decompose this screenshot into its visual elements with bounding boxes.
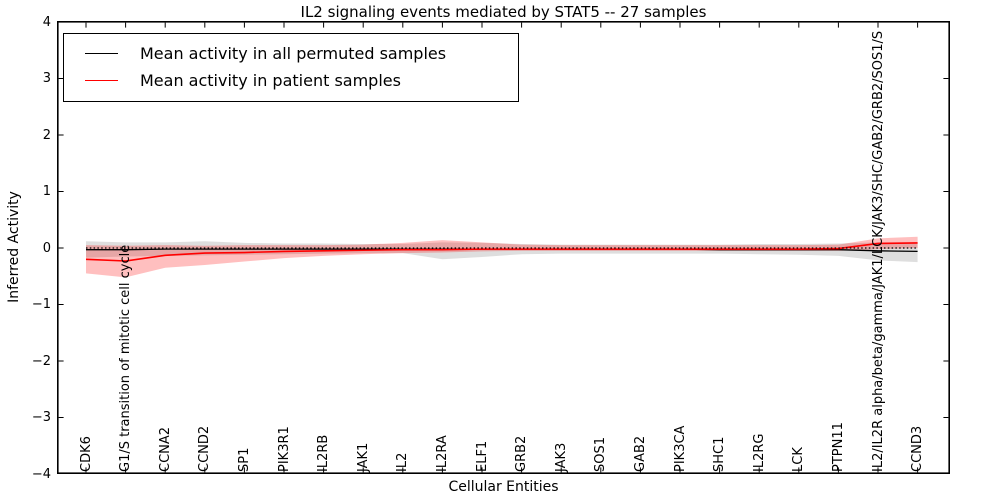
x-tick-label: CCND2 bbox=[197, 425, 213, 472]
x-tick-label: IL2 bbox=[395, 452, 411, 472]
y-tick-label: 3 bbox=[42, 71, 51, 86]
y-tick-label: −4 bbox=[31, 466, 51, 482]
y-tick-label: −2 bbox=[31, 353, 51, 369]
y-tick-label: 1 bbox=[42, 184, 51, 199]
axes-frame bbox=[57, 21, 950, 474]
y-tick-label: 0 bbox=[42, 240, 51, 256]
x-tick-label: JAK3 bbox=[553, 442, 569, 472]
x-tick-label: GRB2 bbox=[514, 435, 530, 472]
x-tick-label: SOS1 bbox=[593, 436, 609, 472]
patient-band bbox=[86, 236, 918, 278]
x-tick-label: IL2RA bbox=[434, 435, 450, 472]
y-tick-label: 2 bbox=[42, 127, 51, 143]
y-tick-label: −3 bbox=[31, 410, 51, 425]
x-axis-label: Cellular Entities bbox=[448, 479, 559, 495]
x-tick-label: GAB2 bbox=[632, 435, 648, 472]
x-tick-label: IL2RB bbox=[316, 434, 332, 472]
x-tick-label: IL2RG bbox=[751, 433, 767, 472]
plot-svg bbox=[57, 21, 950, 474]
legend-line-sample bbox=[85, 53, 118, 54]
legend-label: Mean activity in patient samples bbox=[140, 71, 401, 90]
y-tick-label: 4 bbox=[42, 14, 51, 30]
x-tick-label: PIK3CA bbox=[672, 425, 688, 472]
y-tick-label: −1 bbox=[31, 297, 51, 312]
x-tick-label: PTPN11 bbox=[830, 422, 846, 472]
x-tick-label: JAK1 bbox=[355, 442, 371, 472]
legend-box: Mean activity in all permuted samples Mea… bbox=[63, 33, 519, 102]
x-tick-label: SP1 bbox=[236, 447, 252, 472]
x-tick-label: LCK bbox=[791, 447, 807, 472]
x-tick-label: CCND3 bbox=[910, 425, 926, 472]
x-tick-label: CCNA2 bbox=[157, 426, 173, 472]
x-tick-label: ELF1 bbox=[474, 440, 490, 472]
chart-title: IL2 signaling events mediated by STAT5 -… bbox=[300, 3, 707, 21]
patient-mean-line bbox=[85, 242, 918, 262]
permuted-band bbox=[86, 241, 918, 263]
x-tick-label: SHC1 bbox=[712, 436, 728, 472]
legend-line-sample bbox=[85, 80, 118, 81]
x-tick-label: PIK3R1 bbox=[276, 426, 292, 472]
legend-label: Mean activity in all permuted samples bbox=[140, 44, 447, 63]
legend-item: Mean activity in patient samples bbox=[64, 67, 518, 94]
legend-item: Mean activity in all permuted samples bbox=[64, 40, 518, 67]
x-tick-label: IL2/IL2R alpha/beta/gamma/JAK1/LCK/JAK3/… bbox=[870, 30, 886, 472]
x-tick-label: CDK6 bbox=[78, 436, 94, 472]
x-tick-label: G1/S transition of mitotic cell cycle bbox=[118, 244, 134, 472]
